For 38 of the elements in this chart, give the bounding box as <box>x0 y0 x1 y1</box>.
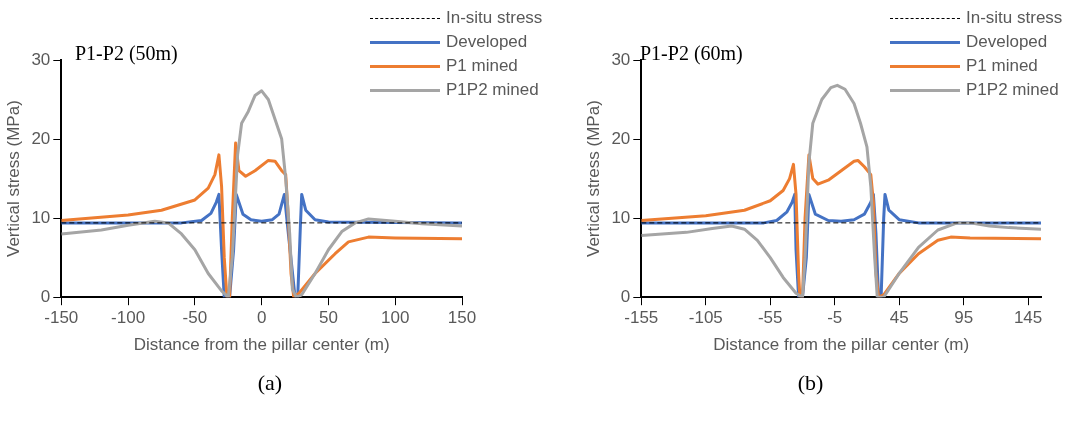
y-tick-label: 0 <box>40 286 51 306</box>
x-tick-label: -155 <box>624 308 659 328</box>
legend-label: In-situ stress <box>446 7 543 29</box>
x-tick-label: -55 <box>757 308 783 328</box>
x-axis-title: Distance from the pillar center (m) <box>713 335 970 355</box>
legend-label: P1 mined <box>966 55 1038 77</box>
legend-label: P1P2 mined <box>446 79 539 101</box>
x-tick-label: -50 <box>182 308 208 328</box>
x-tick-label: 95 <box>954 308 974 328</box>
text: (b) <box>796 370 825 396</box>
x-tick-label: 100 <box>381 308 410 328</box>
x-tick-label: 150 <box>447 308 477 328</box>
x-tick-label: 145 <box>1013 308 1043 328</box>
legend-label: Developed <box>446 31 528 53</box>
x-tick-label: -5 <box>827 308 843 328</box>
x-tick-label: 45 <box>889 308 909 328</box>
legend-label: In-situ stress <box>966 7 1063 29</box>
y-tick-label: 20 <box>611 128 631 148</box>
y-tick-label: 30 <box>611 49 631 69</box>
x-tick-label: -150 <box>44 308 79 328</box>
chart-title: P1-P2 (60m) <box>640 42 743 65</box>
chart-title: P1-P2 (50m) <box>75 42 178 65</box>
y-tick-label: 0 <box>620 286 631 306</box>
text: (a) <box>256 370 284 396</box>
y-tick-label: 10 <box>31 207 51 227</box>
x-tick-label: 50 <box>318 308 338 328</box>
x-tick-label: -100 <box>111 308 146 328</box>
y-tick-label: 10 <box>611 207 631 227</box>
x-tick-label: 0 <box>256 308 267 328</box>
legend-label: P1 mined <box>446 55 518 77</box>
y-axis-title: Vertical stress (MPa) <box>3 100 23 258</box>
y-tick-label: 30 <box>31 49 51 69</box>
legend-label: Developed <box>966 31 1048 53</box>
legend-label: P1P2 mined <box>966 79 1059 101</box>
x-axis-title: Distance from the pillar center (m) <box>133 335 390 355</box>
y-axis-title: Vertical stress (MPa) <box>583 100 603 258</box>
y-tick-label: 20 <box>31 128 51 148</box>
x-tick-label: -105 <box>688 308 723 328</box>
